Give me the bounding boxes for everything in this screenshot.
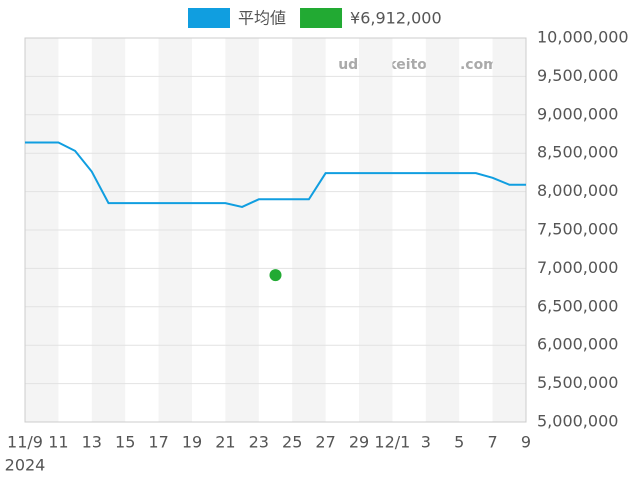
x-tick-label: 25 (282, 433, 302, 452)
y-tick-label: 6,500,000 (537, 296, 618, 315)
y-tick-label: 5,500,000 (537, 373, 618, 392)
y-tick-label: 7,000,000 (537, 258, 618, 277)
y-tick-label: 9,500,000 (537, 66, 618, 85)
x-tick-label: 11/9 (7, 433, 43, 452)
y-tick-label: 8,500,000 (537, 143, 618, 162)
legend-swatch (188, 8, 230, 28)
x-tick-label: 23 (249, 433, 269, 452)
plot-frame (24, 37, 527, 423)
x-tick-label: 12/1 (374, 433, 410, 452)
x-tick-label: 9 (521, 433, 531, 452)
legend-swatch (300, 8, 343, 28)
x-tick-label: 27 (315, 433, 335, 452)
y-tick-label: 8,000,000 (537, 181, 618, 200)
x-tick-label: 7 (488, 433, 498, 452)
x-tick-label: 13 (82, 433, 102, 452)
line (25, 141, 526, 209)
y-tick-label: 6,000,000 (537, 335, 618, 354)
x-tick-label: 21 (215, 433, 235, 452)
y-tick-label: 9,000,000 (537, 104, 618, 123)
x-tick-label: 17 (148, 433, 168, 452)
x-tick-label: 11 (48, 433, 68, 452)
x-tick-label: 29 (349, 433, 369, 452)
y-tick-label: 7,500,000 (537, 220, 618, 239)
x-tick-label: 3 (421, 433, 431, 452)
y-tick-label: 5,000,000 (537, 412, 618, 431)
dot (269, 269, 282, 282)
x-year-label: 2024 (5, 456, 46, 475)
x-tick-label: 15 (115, 433, 135, 452)
x-tick-label: 5 (454, 433, 464, 452)
y-tick-label: 10,000,000 (537, 28, 629, 47)
legend-label: 平均値 (238, 9, 286, 28)
x-tick-label: 19 (182, 433, 202, 452)
legend-label: ¥6,912,000 (350, 9, 442, 28)
